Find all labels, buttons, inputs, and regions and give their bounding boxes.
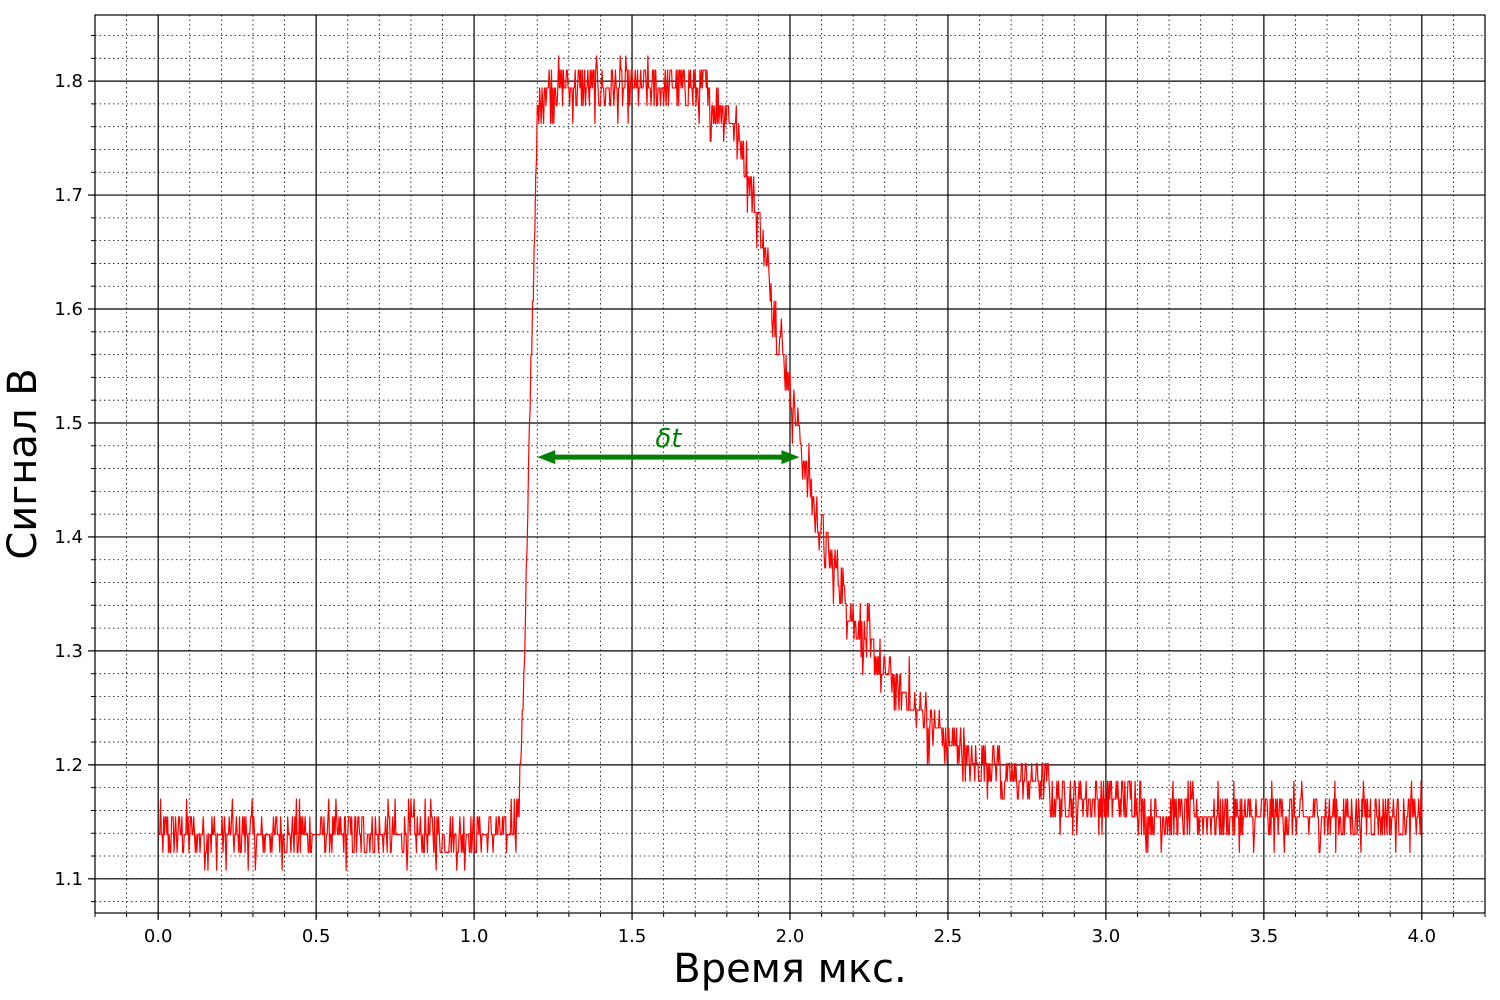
y-tick-label: 1.3 [54, 641, 83, 662]
x-tick-label: 3.5 [1250, 926, 1279, 947]
x-tick-label: 3.0 [1092, 926, 1121, 947]
y-tick-label: 1.6 [54, 299, 83, 320]
x-tick-label: 4.0 [1407, 926, 1436, 947]
y-tick-label: 1.4 [54, 527, 83, 548]
y-axis-label: Сигнал В [0, 368, 46, 559]
delta-t-arrowhead-right [781, 450, 800, 465]
major-grid [95, 15, 1485, 913]
signal-series [158, 55, 1423, 871]
x-tick-label: 2.0 [776, 926, 805, 947]
x-tick-label: 1.0 [460, 926, 489, 947]
x-axis-label: Время мкс. [673, 946, 906, 992]
delta-t-label: δt [655, 424, 682, 454]
y-tick-label: 1.7 [54, 185, 83, 206]
y-tick-label: 1.1 [54, 869, 83, 890]
delta-t-annotation: δt [537, 424, 800, 465]
x-tick-label: 0.0 [144, 926, 173, 947]
x-tick-label: 1.5 [618, 926, 647, 947]
x-tick-label: 2.5 [934, 926, 963, 947]
x-tick-label: 0.5 [302, 926, 331, 947]
delta-t-arrowhead-left [537, 450, 556, 465]
y-tick-label: 1.2 [54, 755, 83, 776]
y-tick-label: 1.8 [54, 71, 83, 92]
y-tick-label: 1.5 [54, 413, 83, 434]
axis-ticks: 0.0 0.5 1.0 1.5 2.0 2.5 3.0 3.5 4.0 1.1 1.2 1.3 1.4 1… [54, 35, 1486, 947]
signal-line [158, 55, 1423, 871]
